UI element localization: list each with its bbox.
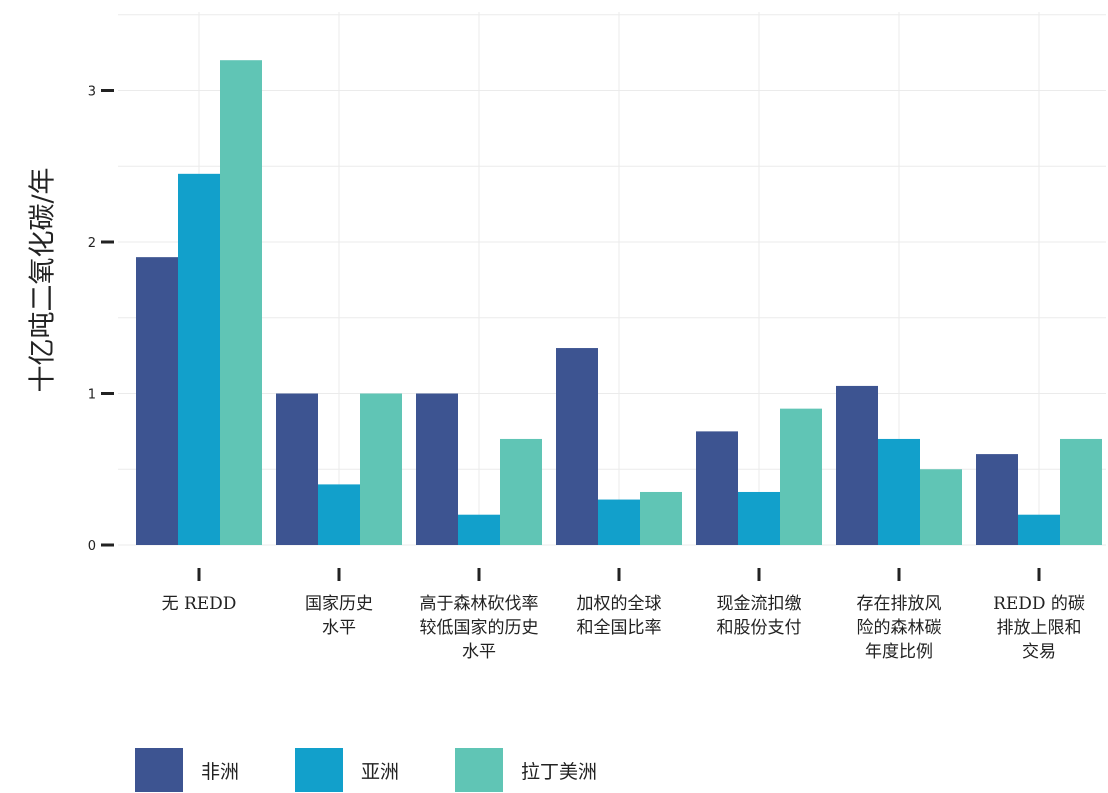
- bar: [178, 173, 220, 545]
- x-tick-label: 高于森林砍伐率: [420, 594, 539, 614]
- legend-item-latin-america: 拉丁美洲: [455, 748, 597, 792]
- bar: [1060, 438, 1102, 545]
- x-tick-label: 和股份支付: [717, 618, 802, 638]
- x-tick-label: 现金流扣缴: [717, 594, 802, 614]
- bar: [696, 431, 738, 545]
- x-tick-label: 存在排放风: [857, 594, 942, 614]
- x-tick-label: 和全国比率: [577, 618, 662, 638]
- bar: [220, 60, 262, 545]
- bar: [318, 484, 360, 545]
- legend-label-asia: 亚洲: [361, 760, 400, 783]
- legend-label-latin-america: 拉丁美洲: [521, 760, 598, 783]
- y-tick-label: 2: [88, 236, 96, 251]
- x-tick-label: 年度比例: [865, 642, 933, 662]
- legend-swatch-latin-america: [455, 748, 504, 792]
- y-axis: 0 1 2 3: [88, 85, 114, 554]
- legend-label-africa: 非洲: [201, 760, 240, 783]
- legend-item-africa: 非洲: [135, 748, 239, 792]
- y-tick-label: 3: [88, 85, 96, 100]
- y-tick-label: 0: [88, 539, 96, 554]
- y-axis-label-box: 十亿吨二氧化碳/年: [0, 70, 80, 490]
- bar: [738, 491, 780, 545]
- bar: [598, 499, 640, 545]
- bar: [640, 491, 682, 545]
- bar: [836, 385, 878, 545]
- bar: [136, 257, 178, 545]
- x-tick-label: 无 REDD: [162, 594, 237, 614]
- bars: [136, 60, 1102, 545]
- legend-swatch-asia: [295, 748, 344, 792]
- x-tick-label: 险的森林碳: [857, 618, 942, 638]
- y-tick-label: 1: [88, 388, 96, 403]
- legend-swatch-africa: [135, 748, 183, 792]
- x-tick-label: 国家历史: [305, 594, 373, 614]
- bar: [780, 408, 822, 545]
- x-tick-label: 水平: [462, 642, 496, 662]
- legend: 非洲 亚洲 拉丁美洲: [135, 748, 653, 792]
- bar: [276, 393, 318, 545]
- grid-lines: [118, 12, 1106, 546]
- bar: [500, 438, 542, 545]
- x-axis: 无 REDD 国家历史水平高于森林砍伐率较低国家的历史水平加权的全球和全国比率现金…: [162, 568, 1085, 662]
- bar: [458, 514, 500, 545]
- bar: [556, 348, 598, 545]
- y-axis-label: 十亿吨二氧化碳/年: [27, 167, 59, 393]
- bar: [976, 454, 1018, 545]
- bar: [920, 469, 962, 545]
- bar: [1018, 514, 1060, 545]
- bar: [416, 393, 458, 545]
- x-tick-label: 较低国家的历史: [420, 618, 539, 638]
- x-tick-label: 水平: [322, 618, 356, 638]
- bar: [360, 393, 402, 545]
- bar: [878, 438, 920, 545]
- x-tick-label: REDD 的碳: [993, 594, 1085, 614]
- x-tick-label: 交易: [1022, 642, 1056, 662]
- x-tick-label: 排放上限和: [997, 618, 1082, 638]
- legend-item-asia: 亚洲: [295, 748, 399, 792]
- x-tick-label: 加权的全球: [577, 594, 662, 614]
